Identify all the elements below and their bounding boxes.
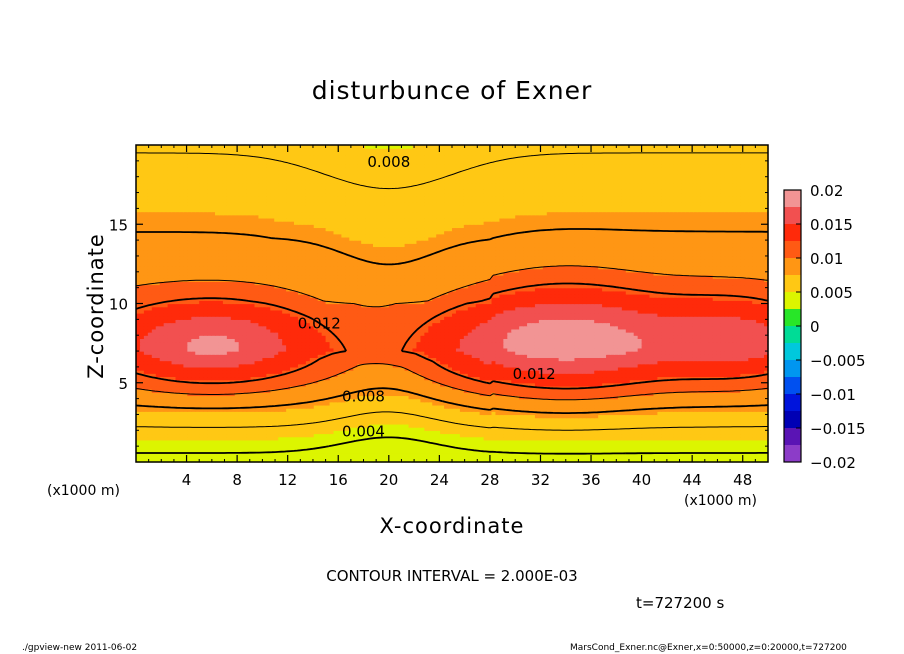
colorbar-band	[784, 190, 801, 208]
contour-interval-text: CONTOUR INTERVAL = 2.000E-03	[326, 567, 578, 585]
x-tick-label: 36	[581, 471, 600, 489]
colorbar-band	[784, 275, 801, 293]
y-tick-label: 15	[109, 216, 128, 234]
x-tick-label: 8	[232, 471, 242, 489]
x-tick-label: 12	[278, 471, 297, 489]
colorbar-tick-label: −0.005	[810, 352, 866, 370]
colorbar-band	[784, 326, 801, 344]
footer-program-date: ./gpview-new 2011-06-02	[22, 643, 138, 653]
contour-lines	[135, 152, 769, 455]
y-axis-label: Z-coordinate	[84, 233, 108, 379]
colorbar-band	[784, 292, 801, 310]
x-tick-label: 48	[733, 471, 752, 489]
colorbar-band	[784, 207, 801, 225]
contour-label: 0.008	[367, 153, 410, 171]
x-tick-label: 16	[329, 471, 348, 489]
colorbar-band	[784, 377, 801, 395]
colorbar-band	[784, 411, 801, 429]
contour-line	[136, 436, 768, 455]
colorbar-band	[784, 343, 801, 361]
y-tick-label: 5	[118, 375, 128, 393]
contour-line	[136, 152, 768, 431]
x-tick-label: 32	[531, 471, 550, 489]
footer-file-info: MarsCond_Exner.nc@Exner,x=0:50000,z=0:20…	[570, 643, 847, 653]
x-tick-label: 44	[683, 471, 702, 489]
colorbar-tick-label: 0.01	[810, 250, 843, 268]
colorbar-band	[784, 258, 801, 276]
contour-label: 0.012	[513, 365, 556, 383]
time-stamp-text: t=727200 s	[636, 594, 725, 612]
contour-line	[135, 228, 769, 414]
colorbar-band	[784, 394, 801, 412]
contour-label: 0.008	[342, 387, 385, 405]
colorbar-tick-label: 0.005	[810, 284, 853, 302]
y-tick-label: 10	[109, 296, 128, 314]
x-tick-label: 28	[480, 471, 499, 489]
colorbar-tick-label: 0	[810, 318, 820, 336]
x-tick-label: 4	[182, 471, 192, 489]
chart-title: disturbunce of Exner	[311, 76, 593, 105]
colorbar-band	[784, 360, 801, 378]
x-axis-label: X-coordinate	[379, 514, 525, 538]
colorbar-band	[784, 224, 801, 242]
colorbar-band	[784, 428, 801, 446]
colorbar-band	[784, 445, 801, 463]
x-unit-label-right: (x1000 m)	[684, 493, 757, 509]
heatmap-field	[136, 145, 769, 463]
colorbar-band	[784, 309, 801, 327]
colorbar-tick-label: 0.015	[810, 216, 853, 234]
colorbar-tick-label: −0.015	[810, 420, 866, 438]
contour-line	[135, 282, 769, 390]
colorbar-tick-label: −0.01	[810, 386, 856, 404]
contour-label: 0.004	[342, 422, 385, 440]
contour-label: 0.012	[298, 315, 341, 333]
contour-line	[135, 265, 769, 401]
x-unit-label-left: (x1000 m)	[47, 483, 120, 499]
colorbar	[784, 190, 801, 463]
colorbar-band	[784, 241, 801, 259]
x-tick-label: 24	[430, 471, 449, 489]
x-tick-label: 20	[379, 471, 398, 489]
colorbar-tick-label: 0.02	[810, 182, 843, 200]
colorbar-tick-label: −0.02	[810, 454, 856, 472]
x-tick-label: 40	[632, 471, 651, 489]
